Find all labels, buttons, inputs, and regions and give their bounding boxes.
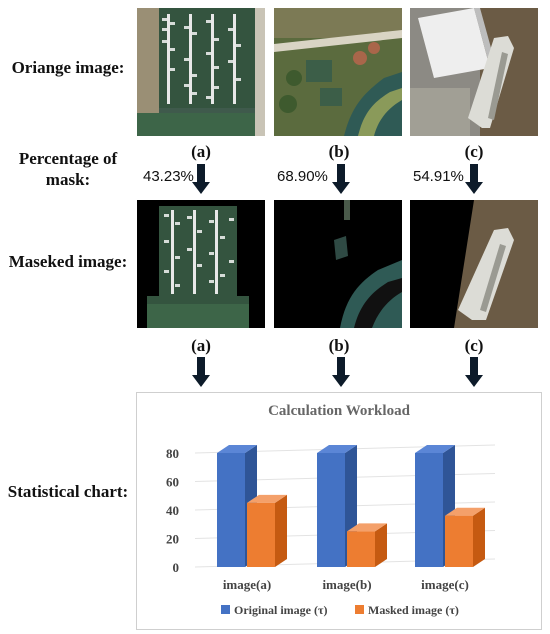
legend-label: Masked image (τ) — [368, 603, 459, 617]
mask-percentage-c: 54.91% — [413, 168, 464, 185]
down-arrow-icon — [192, 164, 210, 194]
masked-image-b — [274, 200, 402, 328]
chart-title: Calculation Workload — [268, 403, 410, 419]
percentage-label-line1: Percentage of — [18, 149, 118, 168]
bar-original-1 — [317, 453, 345, 567]
percentage-label-line2: mask: — [45, 170, 91, 189]
column-letter-a: (a) — [191, 336, 211, 355]
y-tick-label: 40 — [166, 503, 179, 518]
mask-percentage-b: 68.90% — [277, 168, 328, 185]
x-tick-label: image(c) — [421, 577, 469, 592]
y-tick-label: 80 — [166, 446, 179, 461]
statistical-chart-label: Statistical chart: — [7, 482, 129, 501]
x-tick-label: image(b) — [322, 577, 371, 592]
column-letter-c: (c) — [464, 142, 484, 161]
column-letter-b: (b) — [328, 336, 350, 355]
y-tick-label: 0 — [173, 560, 180, 575]
chart-bars — [217, 445, 485, 567]
legend-swatch — [355, 605, 364, 614]
down-arrow-icon — [332, 357, 350, 387]
bar-masked-2 — [445, 515, 473, 567]
bar-top — [217, 445, 257, 453]
original-image-c — [410, 8, 538, 136]
original-image-a — [137, 8, 265, 136]
bar-masked-0 — [247, 502, 275, 567]
legend-swatch — [221, 605, 230, 614]
y-tick-label: 60 — [166, 475, 179, 490]
column-letter-b: (b) — [328, 142, 350, 161]
down-arrow-icon — [465, 357, 483, 387]
legend-label: Original image (τ) — [234, 603, 328, 617]
bar-top — [347, 523, 387, 532]
y-tick-label: 20 — [166, 532, 179, 547]
x-tick-label: image(a) — [223, 577, 271, 592]
chart-legend: Original image (τ) Masked image (τ) — [221, 603, 459, 617]
column-letter-c: (c) — [464, 336, 484, 355]
bar-side — [375, 523, 387, 567]
column-letter-a: (a) — [191, 142, 211, 161]
y-axis-ticks: 0 20 40 60 80 — [166, 446, 179, 575]
bar-side — [473, 507, 485, 567]
bar-top — [445, 507, 485, 516]
down-arrow-icon — [332, 164, 350, 194]
mask-percentage-a: 43.23% — [143, 168, 194, 185]
statistical-chart: Calculation Workload 0 20 40 60 80 image(a) i… — [136, 392, 542, 630]
original-image-label: Oriange image: — [11, 58, 125, 77]
bar-masked-1 — [347, 531, 375, 567]
masked-image-a — [137, 200, 265, 328]
masked-image-label: Maseked image: — [8, 252, 128, 271]
down-arrow-icon — [192, 357, 210, 387]
bar-top — [317, 445, 357, 453]
bar-top — [247, 494, 287, 503]
down-arrow-icon — [465, 164, 483, 194]
x-axis-ticks: image(a) image(b) image(c) — [223, 577, 469, 592]
bar-original-0 — [217, 453, 245, 567]
bar-side — [275, 494, 287, 567]
original-image-b — [274, 8, 402, 136]
masked-image-c — [410, 200, 538, 328]
bar-original-2 — [415, 453, 443, 567]
bar-top — [415, 445, 455, 453]
